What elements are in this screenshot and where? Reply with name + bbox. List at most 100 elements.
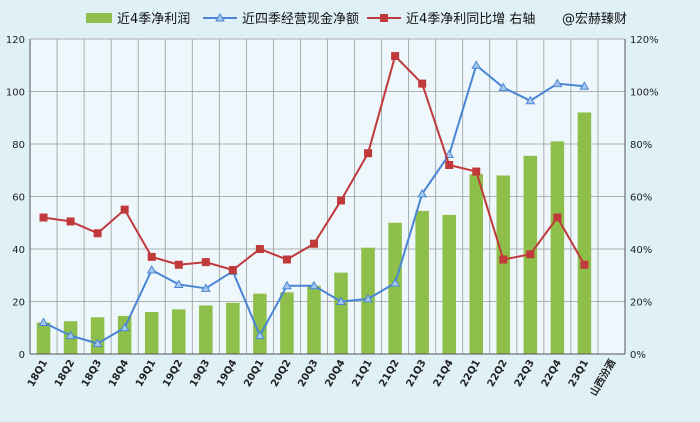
bar xyxy=(36,322,51,354)
x-axis-tick-label: 21Q3 xyxy=(405,358,429,389)
point-cashflow xyxy=(498,82,509,92)
x-axis-tick-label: 18Q3 xyxy=(80,358,104,389)
point-yoy xyxy=(391,52,400,61)
point-cashflow xyxy=(471,60,482,69)
y2-axis-tick-label: 120% xyxy=(630,35,659,46)
bar xyxy=(307,285,321,354)
x-axis-tick-label: 22Q1 xyxy=(459,358,483,389)
point-yoy xyxy=(364,149,373,158)
point-cashflow xyxy=(552,78,563,88)
y2-axis-tick-label: 80% xyxy=(630,140,652,151)
point-yoy xyxy=(282,255,291,264)
bar xyxy=(442,214,456,354)
point-cashflow xyxy=(65,330,76,340)
x-axis-tick-label: 22Q2 xyxy=(486,358,510,389)
y2-axis-tick-label: 20% xyxy=(630,298,652,309)
bar xyxy=(550,141,565,354)
point-yoy xyxy=(255,245,264,253)
legend-label-cashflow: 近四季经营现金净额 xyxy=(242,11,359,27)
point-yoy xyxy=(120,205,129,214)
point-cashflow xyxy=(444,149,455,158)
point-cashflow xyxy=(282,280,292,290)
x-axis-tick-label: 20Q2 xyxy=(269,358,293,389)
y-axis-tick-label: 80 xyxy=(12,140,25,151)
point-cashflow xyxy=(309,280,319,290)
x-axis-tick-label: 19Q1 xyxy=(134,358,158,389)
legend-swatch-net-profit xyxy=(86,13,112,23)
point-yoy xyxy=(93,229,102,238)
bar xyxy=(171,309,186,354)
point-cashflow xyxy=(417,188,428,198)
legend: 近4季净利润 近四季经营现金净额 近4季净利同比增 右轴 @宏赫臻财 xyxy=(86,11,627,27)
x-axis-tick-label: 19Q2 xyxy=(161,358,185,389)
bar xyxy=(117,315,132,354)
bar xyxy=(144,312,159,354)
y-axis-tick-label: 60 xyxy=(12,193,25,204)
point-cashflow xyxy=(38,317,49,326)
legend-label-yoy: 近4季净利同比增 右轴 xyxy=(406,12,535,27)
bar xyxy=(577,112,592,354)
plot-area: 0 20 40 60 80 100 120 0% 20% 40% 60% 80% 100% 120% 18Q… xyxy=(6,35,659,398)
point-yoy xyxy=(201,258,210,267)
x-axis-tick-label: 20Q3 xyxy=(296,358,320,389)
x-axis-tick-label: 19Q3 xyxy=(188,358,212,389)
point-cashflow xyxy=(173,279,184,288)
point-cashflow xyxy=(255,330,265,340)
point-yoy xyxy=(445,161,454,169)
x-axis-tick-label: 22Q4 xyxy=(540,358,564,389)
y-axis-tick-label: 20 xyxy=(12,298,25,309)
y-axis-tick-label: 120 xyxy=(6,35,25,46)
x-axis-end-label: 山西汾酒 xyxy=(587,357,618,398)
point-cashflow xyxy=(200,283,211,292)
y2-axis-tick-label: 0% xyxy=(630,350,646,361)
legend-marker-yoy xyxy=(380,14,388,22)
point-yoy xyxy=(553,213,562,222)
point-cashflow xyxy=(92,338,103,347)
x-axis-tick-label: 18Q2 xyxy=(53,358,77,389)
x-axis-tick-label: 20Q4 xyxy=(323,358,347,389)
bar xyxy=(388,222,402,354)
y-axis-tick-label: 40 xyxy=(12,245,25,256)
x-axis-tick-label: 23Q1 xyxy=(567,358,591,389)
bar xyxy=(90,317,105,354)
bar xyxy=(496,175,511,354)
y2-axis-tick-label: 100% xyxy=(630,88,659,99)
legend-label-net-profit: 近4季净利润 xyxy=(117,12,190,27)
point-cashflow xyxy=(146,264,157,274)
point-yoy xyxy=(39,213,48,222)
point-cashflow xyxy=(525,95,536,105)
point-yoy xyxy=(526,250,535,259)
point-cashflow xyxy=(363,293,373,303)
y2-axis-tick-label: 60% xyxy=(630,193,652,204)
point-cashflow xyxy=(119,322,130,332)
point-yoy xyxy=(309,239,318,248)
y-axis-tick-label: 0 xyxy=(19,350,25,361)
point-cashflow xyxy=(336,296,346,305)
x-axis-tick-label: 18Q4 xyxy=(107,358,131,389)
bar xyxy=(280,292,294,354)
point-yoy xyxy=(337,196,346,205)
y2-axis-tick-label: 40% xyxy=(630,245,652,256)
x-axis-tick-label: 21Q4 xyxy=(432,358,456,389)
point-yoy xyxy=(472,167,481,176)
y-axis-tick-label: 100 xyxy=(6,88,25,99)
point-cashflow xyxy=(390,278,400,287)
point-yoy xyxy=(228,266,237,274)
point-yoy xyxy=(174,260,183,269)
point-yoy xyxy=(418,79,427,88)
bar xyxy=(226,302,240,354)
point-yoy xyxy=(499,255,508,264)
bar xyxy=(334,272,348,354)
x-axis-tick-label: 20Q1 xyxy=(242,358,266,389)
bar xyxy=(199,305,213,354)
point-yoy xyxy=(147,252,156,261)
watermark-annotation: @宏赫臻财 xyxy=(562,12,627,27)
x-axis-tick-label: 21Q2 xyxy=(377,358,401,389)
x-axis-tick-label: 21Q1 xyxy=(350,358,374,389)
x-axis-tick-label: 22Q3 xyxy=(513,358,537,389)
point-yoy xyxy=(66,217,75,226)
x-axis-tick-label: 19Q4 xyxy=(215,358,239,389)
bar xyxy=(469,174,484,354)
